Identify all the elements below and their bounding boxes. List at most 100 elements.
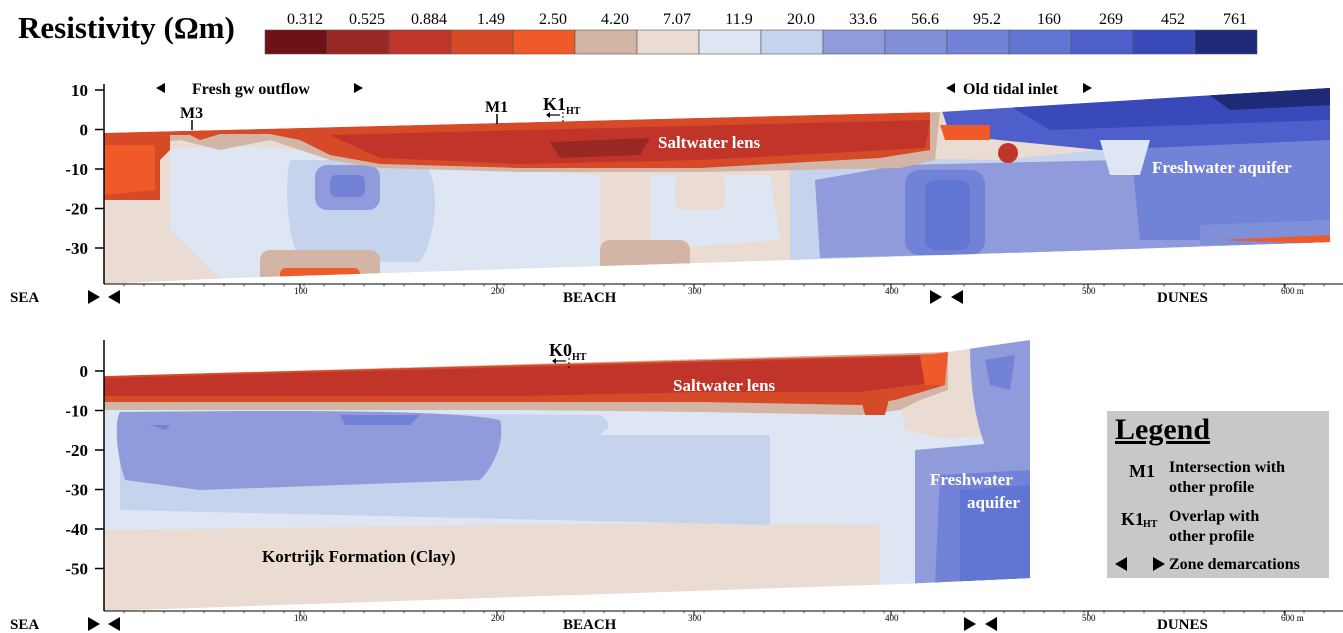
legend-box: Legend M1 Intersection with other profil… <box>1107 411 1329 578</box>
zone-marker-icon <box>951 290 963 304</box>
old-tidal-inlet-label: Old tidal inlet <box>963 81 1059 98</box>
legend-k1-sub: HT <box>1143 519 1158 530</box>
zone-dunes-label-2: DUNES <box>1157 617 1208 633</box>
profile-1 <box>104 88 1343 285</box>
x-tick-label: 500 <box>1082 613 1096 623</box>
saltwater-lens-label: Saltwater lens <box>658 133 761 152</box>
legend-overlap-text-1: Overlap with <box>1169 508 1260 525</box>
zone-marker-icon <box>985 617 997 631</box>
colorbar-swatch <box>512 29 576 55</box>
colorbar-tick-label: 2.50 <box>539 11 567 28</box>
profile-1-section <box>104 88 1330 284</box>
colorbar-swatch <box>760 29 824 55</box>
colorbar-swatch <box>822 29 886 55</box>
colorbar-swatch <box>636 29 700 55</box>
colorbar-tick-label: 33.6 <box>849 11 877 28</box>
x-tick-label: 400 <box>885 613 899 623</box>
profile-1-annotations: Fresh gw outflow Old tidal inlet M3 M1 K… <box>10 81 1292 306</box>
profile-2-annotations: K0 HT Saltwater lens Freshwater aquifer … <box>10 340 1208 633</box>
legend-intersection-text-2: other profile <box>1169 479 1255 496</box>
aquifer-label-2: aquifer <box>967 493 1020 512</box>
colorbar-swatch <box>326 29 390 55</box>
y-tick-label: -20 <box>65 441 88 460</box>
colorbar-swatch <box>574 29 638 55</box>
colorbar-tick-label: 4.20 <box>601 11 629 28</box>
marker-m1: M1 <box>485 99 508 116</box>
colorbar-swatch <box>946 29 1010 55</box>
marker-k0: K0 <box>549 340 572 360</box>
profile-2 <box>104 340 1343 612</box>
saltwater-lens-label-2: Saltwater lens <box>673 376 776 395</box>
zone-marker-icon <box>946 83 955 93</box>
zone-marker-icon <box>88 617 100 631</box>
colorbar-tick-label: 1.49 <box>477 11 505 28</box>
x-tick-label: 400 <box>885 286 899 296</box>
colorbar-tick-label: 160 <box>1037 11 1061 28</box>
colorbar-tick-label: 0.525 <box>349 11 385 28</box>
kortrijk-formation-label: Kortrijk Formation (Clay) <box>262 547 456 566</box>
fresh-gw-outflow-label: Fresh gw outflow <box>192 81 310 98</box>
colorbar-tick-label: 0.312 <box>287 11 323 28</box>
colorbar-swatch <box>1132 29 1196 55</box>
zone-marker-icon <box>156 83 165 93</box>
profile-2-x-ticks: 100 200 300 400 500 600 m <box>123 611 1325 623</box>
colorbar-tick-label: 761 <box>1223 11 1247 28</box>
marker-m3: M3 <box>180 105 203 122</box>
legend-title: Legend <box>1115 413 1211 446</box>
marker-k0-sub: HT <box>572 352 587 363</box>
marker-k1: K1 <box>543 94 566 114</box>
x-tick-label: 100 <box>294 613 308 623</box>
colorbar-tick-label: 20.0 <box>787 11 815 28</box>
y-tick-label: 0 <box>80 362 89 381</box>
zone-sea-label-2: SEA <box>10 617 39 633</box>
y-tick-label: -40 <box>65 520 88 539</box>
colorbar-tick-label: 56.6 <box>911 11 939 28</box>
legend-overlap-text-2: other profile <box>1169 528 1255 545</box>
y-tick-label: -10 <box>65 160 88 179</box>
legend-zone-demarcations-text: Zone demarcations <box>1169 556 1300 573</box>
x-tick-label: 300 <box>688 286 702 296</box>
freshwater-label-2: Freshwater <box>930 470 1013 489</box>
colorbar-swatch <box>698 29 762 55</box>
x-tick-label: 600 m <box>1281 613 1304 623</box>
colorbar-tick-label: 95.2 <box>973 11 1001 28</box>
x-tick-label: 300 <box>688 613 702 623</box>
y-tick-label: -30 <box>65 239 88 258</box>
colorbar-swatch <box>388 29 452 55</box>
colorbar-tick-label: 452 <box>1161 11 1185 28</box>
colorbar: 0.312 0.525 0.884 1.49 2.50 4.20 7.07 11.9 20.0 3… <box>264 11 1258 55</box>
zone-dunes-label: DUNES <box>1157 290 1208 306</box>
colorbar-swatch <box>1008 29 1072 55</box>
y-tick-label: 10 <box>71 81 88 100</box>
zone-marker-icon <box>354 83 363 93</box>
y-tick-label: 0 <box>80 121 89 140</box>
x-tick-label: 600 m <box>1281 286 1304 296</box>
colorbar-tick-label: 11.9 <box>725 11 752 28</box>
freshwater-aquifer-label: Freshwater aquifer <box>1152 158 1292 177</box>
legend-m1-symbol: M1 <box>1129 461 1155 481</box>
legend-intersection-text-1: Intersection with <box>1169 459 1285 476</box>
y-tick-label: -30 <box>65 481 88 500</box>
profile-1-y-ticks: 10 0 -10 -20 -30 <box>65 81 104 258</box>
legend-zone-marker-icon <box>1115 557 1165 571</box>
profile-2-section <box>104 340 1030 611</box>
y-tick-label: -20 <box>65 200 88 219</box>
profile-1-x-ticks: 100 200 300 400 500 600 m <box>123 284 1325 296</box>
zone-sea-label: SEA <box>10 290 39 306</box>
zone-marker-icon <box>930 290 942 304</box>
figure-title: Resistivity (Ωm) <box>18 10 235 45</box>
zone-marker-icon <box>108 617 120 631</box>
x-tick-label: 100 <box>294 286 308 296</box>
zone-beach-label-2: BEACH <box>563 617 617 633</box>
colorbar-swatch <box>264 29 328 55</box>
y-tick-label: -10 <box>65 402 88 421</box>
profile-2-y-ticks: 0 -10 -20 -30 -40 -50 <box>65 362 104 579</box>
zone-marker-icon <box>108 290 120 304</box>
colorbar-swatch <box>1070 29 1134 55</box>
colorbar-tick-label: 0.884 <box>411 11 447 28</box>
zone-marker-icon <box>1083 83 1092 93</box>
x-tick-label: 500 <box>1082 286 1096 296</box>
colorbar-tick-label: 7.07 <box>663 11 691 28</box>
y-tick-label: -50 <box>65 560 88 579</box>
